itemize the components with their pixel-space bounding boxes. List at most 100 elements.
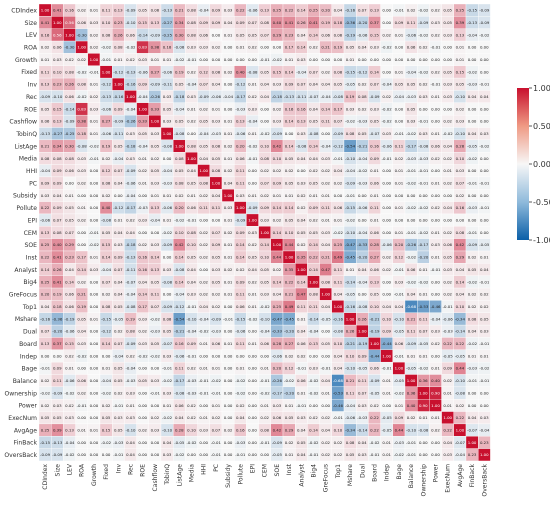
cell-value-label: 0.00 bbox=[431, 292, 440, 297]
cell-value-label: 0.08 bbox=[346, 440, 355, 445]
cell-value-label: -0.04 bbox=[113, 353, 124, 358]
cell-value-label: 1.00 bbox=[480, 452, 489, 457]
cell-value-label: 0.03 bbox=[248, 230, 257, 235]
cell-value-label: -0.05 bbox=[345, 82, 356, 87]
cell-value-label: 0.02 bbox=[456, 106, 465, 111]
cell-value-label: 0.06 bbox=[65, 94, 74, 99]
cell-value-label: -0.08 bbox=[174, 45, 185, 50]
cell-value-label: -0.08 bbox=[125, 304, 136, 309]
cell-value-label: 1.00 bbox=[273, 242, 282, 247]
cell-value-label: -0.02 bbox=[186, 440, 197, 445]
cell-value-label: -0.54 bbox=[174, 316, 185, 321]
cell-value-label: 0.10 bbox=[273, 156, 282, 161]
cell-value-label: -0.04 bbox=[260, 329, 271, 334]
cell-value-label: 0.09 bbox=[114, 255, 123, 260]
cell-value-label: 0.07 bbox=[358, 8, 367, 13]
cell-value-label: -0.03 bbox=[467, 366, 478, 371]
cell-value-label: 0.44 bbox=[285, 242, 294, 247]
cell-value-label: 0.01 bbox=[285, 193, 294, 198]
cell-value-label: 0.04 bbox=[358, 440, 367, 445]
cell-value-label: -0.03 bbox=[467, 82, 478, 87]
cell-value-label: 0.05 bbox=[151, 168, 160, 173]
cell-value-label: -0.03 bbox=[125, 378, 136, 383]
colorbar-tick-label: 0.00 bbox=[533, 160, 550, 169]
cell-value-label: -0.03 bbox=[443, 329, 454, 334]
cell-value-label: -0.04 bbox=[186, 82, 197, 87]
cell-value-label: 0.06 bbox=[65, 304, 74, 309]
cell-value-label: -0.01 bbox=[394, 292, 405, 297]
cell-value-label: 0.02 bbox=[199, 279, 208, 284]
col-label-growth: Growth bbox=[91, 464, 98, 486]
cell-value-label: 0.04 bbox=[236, 415, 245, 420]
cell-value-label: 0.07 bbox=[260, 180, 269, 185]
cell-value-label: 0.02 bbox=[321, 180, 330, 185]
cell-value-label: 0.00 bbox=[90, 366, 99, 371]
cell-value-label: 1.00 bbox=[334, 304, 343, 309]
cell-value-label: 0.01 bbox=[248, 341, 257, 346]
cell-value-label: -0.16 bbox=[333, 316, 344, 321]
cell-value-label: 0.21 bbox=[321, 255, 330, 260]
cell-value-label: 0.16 bbox=[456, 205, 465, 210]
cell-value-label: -0.02 bbox=[89, 242, 100, 247]
cell-value-label: -0.04 bbox=[138, 94, 149, 99]
cell-value-label: 0.03 bbox=[151, 180, 160, 185]
cell-value-label: 0.41 bbox=[53, 279, 62, 284]
cell-value-label: 0.01 bbox=[151, 193, 160, 198]
cell-value-label: -0.08 bbox=[162, 143, 173, 148]
cell-value-label: 0.03 bbox=[248, 106, 257, 111]
cell-value-label: 0.04 bbox=[480, 94, 489, 99]
cell-value-label: 0.14 bbox=[260, 242, 269, 247]
cell-value-label: -0.02 bbox=[357, 168, 368, 173]
cell-value-label: 0.02 bbox=[321, 440, 330, 445]
cell-value-label: 0.00 bbox=[480, 403, 489, 408]
cell-value-label: 0.23 bbox=[65, 255, 74, 260]
cell-value-label: 0.00 bbox=[163, 292, 172, 297]
cell-value-label: 0.21 bbox=[77, 292, 86, 297]
cell-value-label: 0.12 bbox=[199, 69, 208, 74]
cell-value-label: -0.02 bbox=[64, 452, 75, 457]
cell-value-label: 0.01 bbox=[370, 168, 379, 173]
cell-value-label: 0.00 bbox=[468, 45, 477, 50]
col-label-indep: Indep bbox=[384, 464, 391, 481]
cell-value-label: 0.01 bbox=[199, 415, 208, 420]
cell-value-label: -0.05 bbox=[321, 316, 332, 321]
cell-value-label: -0.09 bbox=[369, 94, 380, 99]
cell-value-label: 0.00 bbox=[480, 57, 489, 62]
cell-value-label: -0.54 bbox=[345, 143, 356, 148]
cell-value-label: -0.02 bbox=[150, 316, 161, 321]
cell-value-label: 0.06 bbox=[297, 378, 306, 383]
cell-value-label: 1.00 bbox=[77, 45, 86, 50]
cell-value-label: 0.40 bbox=[53, 242, 62, 247]
col-label-pc: PC bbox=[213, 464, 220, 472]
col-label-oversback: OversBack bbox=[481, 463, 488, 496]
cell-value-label: 0.20 bbox=[175, 205, 184, 210]
cell-value-label: 0.02 bbox=[65, 57, 74, 62]
cell-value-label: 0.01 bbox=[382, 390, 391, 395]
cell-value-label: 0.15 bbox=[370, 32, 379, 37]
cell-value-label: 0.04 bbox=[41, 304, 50, 309]
cell-value-label: 0.15 bbox=[102, 427, 111, 432]
cell-value-label: -0.09 bbox=[333, 131, 344, 136]
cell-value-label: 0.08 bbox=[321, 279, 330, 284]
cell-value-label: -0.02 bbox=[260, 304, 271, 309]
cell-value-label: 0.27 bbox=[151, 69, 160, 74]
cell-value-label: -0.07 bbox=[125, 279, 136, 284]
cell-value-label: 0.03 bbox=[138, 341, 147, 346]
cell-value-label: 0.00 bbox=[199, 440, 208, 445]
cell-value-label: -0.04 bbox=[125, 193, 136, 198]
cell-value-label: 0.01 bbox=[431, 131, 440, 136]
cell-value-label: 0.02 bbox=[199, 106, 208, 111]
col-label-avgage: AvgAge bbox=[457, 464, 464, 487]
cell-value-label: 0.00 bbox=[90, 279, 99, 284]
cell-value-label: -0.02 bbox=[125, 45, 136, 50]
cell-value-label: 0.38 bbox=[151, 45, 160, 50]
cell-value-label: 0.01 bbox=[273, 193, 282, 198]
cell-value-label: 0.03 bbox=[90, 106, 99, 111]
cell-value-label: 0.01 bbox=[77, 427, 86, 432]
cell-value-label: 0.02 bbox=[236, 267, 245, 272]
cell-value-label: 0.00 bbox=[309, 353, 318, 358]
cell-value-label: 0.05 bbox=[297, 230, 306, 235]
cell-value-label: 0.01 bbox=[419, 353, 428, 358]
cell-value-label: 0.00 bbox=[431, 279, 440, 284]
cell-value-label: 0.08 bbox=[456, 230, 465, 235]
